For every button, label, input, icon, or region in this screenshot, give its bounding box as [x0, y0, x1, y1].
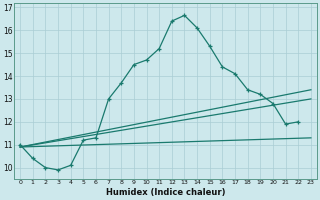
X-axis label: Humidex (Indice chaleur): Humidex (Indice chaleur) [106, 188, 225, 197]
